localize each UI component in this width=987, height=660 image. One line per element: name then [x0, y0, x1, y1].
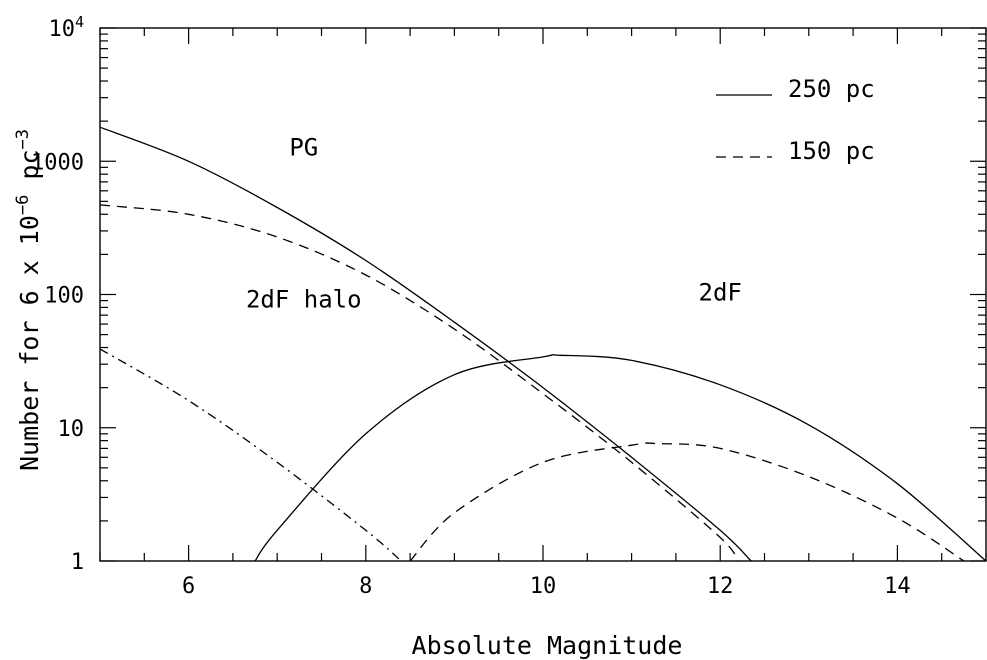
y-axis-label-mid: pc: [15, 149, 44, 194]
x-tick-label: 8: [359, 574, 372, 599]
x-axis-label: Absolute Magnitude: [412, 631, 683, 660]
y-axis-label: Number for 6 x 10−6 pc−3: [13, 129, 44, 471]
x-tick-label: 12: [707, 574, 734, 599]
x-tick-label: 6: [182, 574, 195, 599]
y-axis-label-prefix: Number for 6 x 10: [15, 215, 44, 471]
annotation-label: 2dF: [699, 279, 742, 307]
series-line-2df-dashed: [409, 442, 965, 562]
annotation-label: 2dF halo: [246, 285, 362, 313]
series-line-pg-dashed: [99, 204, 739, 562]
x-tick-label: 10: [530, 574, 557, 599]
y-tick-label: 1: [71, 550, 84, 575]
legend: 250 pc 150 pc: [716, 75, 875, 165]
y-top-tick-exp: 4: [75, 13, 84, 31]
y-tick-label: 1000: [31, 150, 84, 175]
y-axis-label-exp2: −3: [13, 129, 33, 149]
annotation-label: PG: [289, 134, 318, 162]
plot-frame: [99, 27, 987, 562]
legend-label: 150 pc: [788, 137, 875, 165]
y-top-tick-base: 10: [48, 17, 75, 42]
y-tick-label: 10: [58, 417, 85, 442]
legend-label: 250 pc: [788, 75, 875, 103]
y-top-tick-label: 104: [48, 13, 84, 42]
y-tick-label: 100: [44, 284, 84, 309]
plot-layer: 6 8 10 12 14 1 10 100 1000 PG 2dF halo 2dF: [31, 27, 987, 599]
series-line-2df-solid: [254, 354, 987, 562]
series-line-2df-halo-dashdot: [99, 348, 402, 562]
x-tick-label: 14: [884, 574, 911, 599]
series-line-pg-solid: [99, 126, 752, 562]
y-axis-label-exp1: −6: [13, 195, 33, 215]
